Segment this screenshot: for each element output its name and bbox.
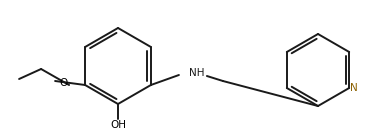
Text: N: N bbox=[350, 83, 358, 93]
Text: NH: NH bbox=[189, 68, 204, 78]
Text: OH: OH bbox=[110, 120, 126, 130]
Text: O: O bbox=[59, 78, 67, 88]
